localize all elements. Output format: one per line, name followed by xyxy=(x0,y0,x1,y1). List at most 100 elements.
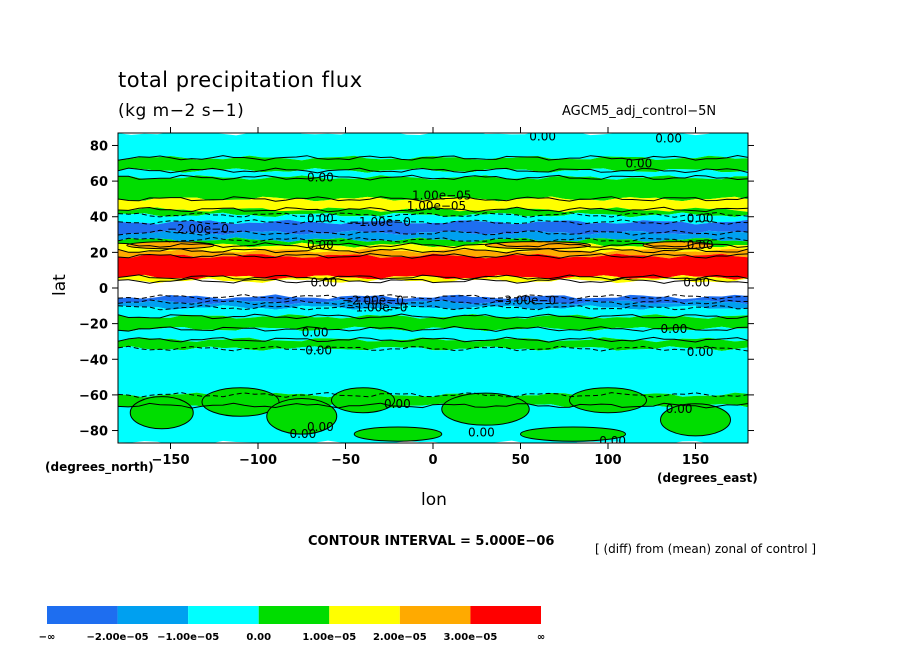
contour-label: 0.00 xyxy=(655,131,682,145)
contour-label: −3.00e−0 xyxy=(494,293,556,307)
contour-line xyxy=(118,167,748,174)
contour-line xyxy=(118,236,748,243)
y-tick-label: −40 xyxy=(79,353,108,368)
contour-line xyxy=(118,274,748,281)
y-tick-label: −60 xyxy=(79,389,108,404)
contour-line xyxy=(118,345,748,352)
contour-band xyxy=(118,168,748,180)
contour-label: −1.00e−0 xyxy=(346,301,408,315)
contour-label: 0.00 xyxy=(305,343,332,357)
contour-label: 0.00 xyxy=(626,156,653,170)
colorbar-label: 0.00 xyxy=(246,632,271,643)
contour-label: 0.00 xyxy=(302,326,329,340)
contour-band xyxy=(118,230,748,243)
colorbar-label: −∞ xyxy=(39,632,56,643)
diff-note: [ (diff) from (mean) zonal of control ] xyxy=(595,542,817,556)
contour-line xyxy=(118,154,748,161)
contour-line xyxy=(118,304,748,311)
contour-line xyxy=(118,313,748,320)
colorbar-swatch xyxy=(329,606,400,624)
colorbar-label: 3.00e−05 xyxy=(444,632,498,643)
contour-band xyxy=(118,294,748,305)
contour-line xyxy=(118,402,748,409)
x-tick-label: −150 xyxy=(151,453,189,468)
contour-label: 1.00e−05 xyxy=(412,188,471,202)
contour-band xyxy=(118,175,748,202)
x-axis-unit: (degrees_east) xyxy=(657,471,758,485)
contour-line xyxy=(118,242,748,249)
contour-line xyxy=(118,325,748,332)
contour-line xyxy=(118,174,748,181)
colorbar-swatch xyxy=(188,606,259,624)
contour-label: −2.00e−0 xyxy=(342,293,404,307)
contour-line xyxy=(118,253,748,259)
x-tick-label: 100 xyxy=(594,453,621,468)
contour-label: 0.00 xyxy=(384,397,411,411)
contour-label: 0.00 xyxy=(683,276,710,290)
contour-line xyxy=(118,277,748,284)
colorbar-label: 1.00e−05 xyxy=(302,632,356,643)
contour-line xyxy=(118,229,748,236)
x-axis-label: lon xyxy=(421,490,447,510)
contour-line xyxy=(118,211,748,218)
contour-label: 0.00 xyxy=(687,212,714,226)
colorbar-swatch xyxy=(47,606,118,624)
x-tick-label: −50 xyxy=(331,453,360,468)
contour-band xyxy=(118,237,748,248)
contour-patch xyxy=(520,426,626,442)
contour-interval: CONTOUR INTERVAL = 5.000E−06 xyxy=(308,534,555,549)
x-tick-label: 150 xyxy=(682,453,709,468)
contour-line xyxy=(118,336,748,343)
contour-band xyxy=(118,346,748,398)
contour-band xyxy=(118,299,748,310)
contour-line xyxy=(118,293,748,300)
chart-title: total precipitation flux xyxy=(118,68,363,92)
x-tick-label: 50 xyxy=(511,453,529,468)
colorbar-label: −2.00e−05 xyxy=(87,632,149,643)
contour-patch xyxy=(485,241,591,250)
run-label: AGCM5_adj_control−5N xyxy=(562,104,717,119)
contour-line xyxy=(118,206,748,213)
contour-label: −1.00e−0 xyxy=(349,215,411,229)
contour-label: 0.00 xyxy=(661,322,688,336)
y-axis-unit: (degrees_north) xyxy=(45,460,154,474)
x-tick-label: −100 xyxy=(239,453,277,468)
contour-line xyxy=(118,195,748,202)
colorbar-swatch xyxy=(258,606,330,624)
contour-band xyxy=(118,212,748,225)
contour-label: 0.00 xyxy=(307,420,334,434)
contour-patch xyxy=(353,426,443,442)
contour-label: 0.00 xyxy=(468,425,495,439)
colorbar-swatch xyxy=(470,606,541,624)
contour-band xyxy=(118,337,748,351)
contour-label: 0.00 xyxy=(311,276,338,290)
contour-band xyxy=(118,253,748,280)
y-tick-label: 60 xyxy=(90,175,108,190)
colorbar-label: −1.00e−05 xyxy=(157,632,219,643)
contour-band xyxy=(118,133,748,161)
contour-band xyxy=(118,207,748,218)
x-tick-label: 0 xyxy=(428,453,437,468)
colorbar-label: 2.00e−05 xyxy=(373,632,427,643)
colorbar-label: ∞ xyxy=(537,632,545,643)
contour-patch xyxy=(129,396,194,430)
y-tick-label: 20 xyxy=(90,246,108,261)
plot-area: 0.00 0.000.000.001.00e−051.00e−050.00 −1.0… xyxy=(118,131,748,448)
contour-patch xyxy=(126,241,215,250)
contour-label: 0.00 xyxy=(307,212,334,226)
colorbar-swatch xyxy=(117,606,189,624)
colorbar-swatch xyxy=(399,606,471,624)
contour-line xyxy=(118,219,748,226)
contour-label: 0.00 xyxy=(687,238,714,252)
contour-band xyxy=(118,305,748,319)
contour-line xyxy=(118,392,748,398)
chart-units: (kg m−2 s−1) xyxy=(118,101,245,121)
contour-patch xyxy=(660,403,731,437)
contour-label: −2.00e−0 xyxy=(167,222,229,236)
y-tick-label: −20 xyxy=(79,318,108,333)
contour-patch xyxy=(569,387,647,414)
contour-label: 0.00 xyxy=(599,434,626,448)
contour-label: 0.00 xyxy=(666,402,693,416)
contour-band xyxy=(118,219,748,236)
